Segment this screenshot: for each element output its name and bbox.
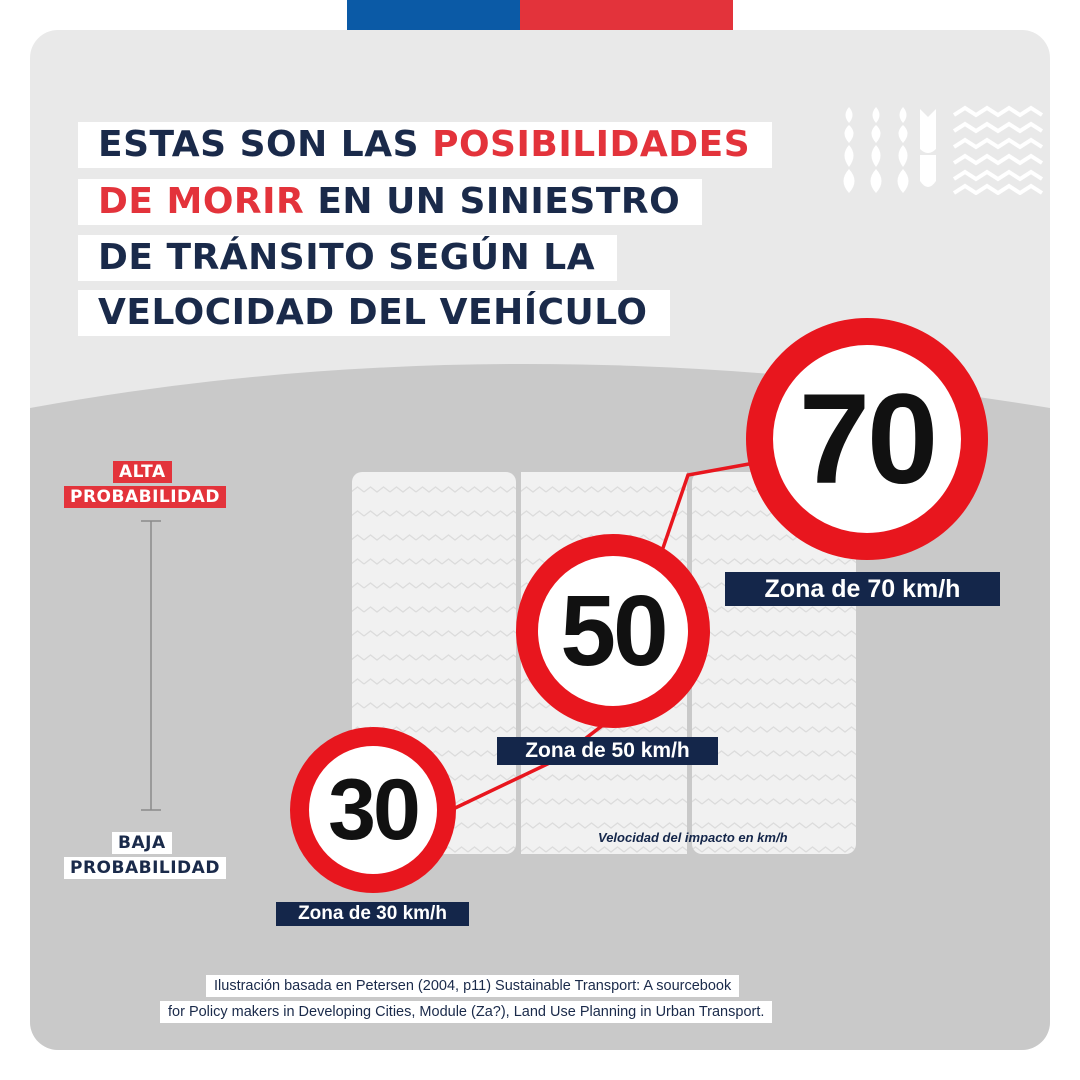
zone-70-label: Zona de 70 km/h [725, 572, 1000, 606]
zone-30-label: Zona de 30 km/h [276, 902, 469, 926]
headline-line-1: ESTAS SON LAS POSIBILIDADES [78, 122, 773, 168]
speed-sign-50: 50 [516, 534, 710, 728]
credit-line-2: for Policy makers in Developing Cities, … [160, 1001, 773, 1023]
high-probability-label-1: ALTA [113, 461, 172, 483]
headline-line-3: DE TRÁNSITO SEGÚN LA [78, 235, 618, 281]
low-probability-label-2: PROBABILIDAD [64, 857, 226, 879]
headline-line-4: VELOCIDAD DEL VEHÍCULO [78, 290, 670, 336]
zone-50-label: Zona de 50 km/h [497, 737, 718, 765]
high-probability-label-2: PROBABILIDAD [64, 486, 226, 508]
low-probability-label-1: BAJA [112, 832, 172, 854]
credit-line-1: Ilustración basada en Petersen (2004, p1… [206, 975, 740, 997]
headline-highlight: POSIBILIDADES [432, 124, 751, 165]
institution-logo-icon [843, 105, 1044, 195]
speed-sign-70: 70 [746, 318, 988, 560]
impact-speed-caption: Velocidad del impacto en km/h [598, 830, 788, 845]
headline-highlight: DE MORIR [98, 181, 305, 222]
headline-line-2: DE MORIR EN UN SINIESTRO [78, 179, 703, 225]
headline-text: ESTAS SON LAS [98, 124, 433, 165]
probability-scale [141, 520, 161, 811]
speed-sign-30: 30 [290, 727, 456, 893]
headline-text: EN UN SINIESTRO [304, 181, 681, 222]
